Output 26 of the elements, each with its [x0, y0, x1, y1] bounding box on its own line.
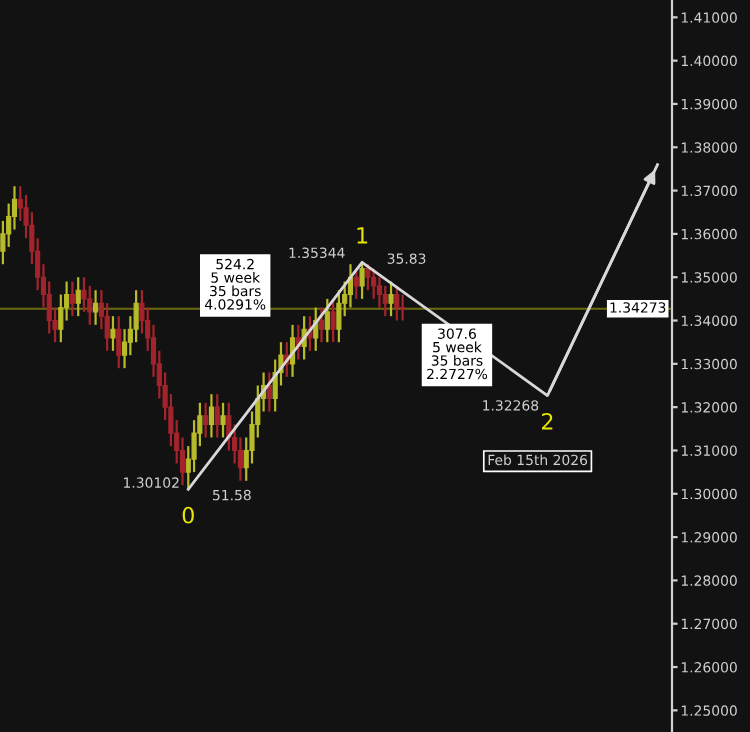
candlestick — [330, 297, 336, 344]
candlestick — [353, 267, 359, 300]
candlestick — [318, 306, 325, 344]
candlestick — [365, 263, 371, 292]
candlestick — [87, 284, 93, 326]
candlestick — [208, 393, 215, 439]
candlestick — [75, 276, 81, 318]
candlestick — [203, 401, 209, 439]
candlestick — [214, 393, 220, 439]
candlestick — [116, 315, 122, 370]
candlestick — [382, 284, 388, 318]
candlestick — [388, 280, 394, 318]
annotation: 1 — [357, 227, 368, 244]
candlestick — [394, 284, 400, 322]
candlestick — [400, 293, 406, 322]
candlestick — [324, 297, 330, 344]
annotation: 0 — [182, 506, 194, 524]
candlestick — [376, 276, 383, 309]
candlestick — [371, 267, 377, 300]
candlestick — [93, 289, 99, 326]
candlestick — [69, 280, 75, 318]
annotation: 2 — [542, 412, 553, 430]
candlestick — [359, 261, 365, 300]
candlestick — [110, 315, 116, 352]
candlestick — [336, 289, 342, 344]
candlestick — [220, 401, 226, 439]
